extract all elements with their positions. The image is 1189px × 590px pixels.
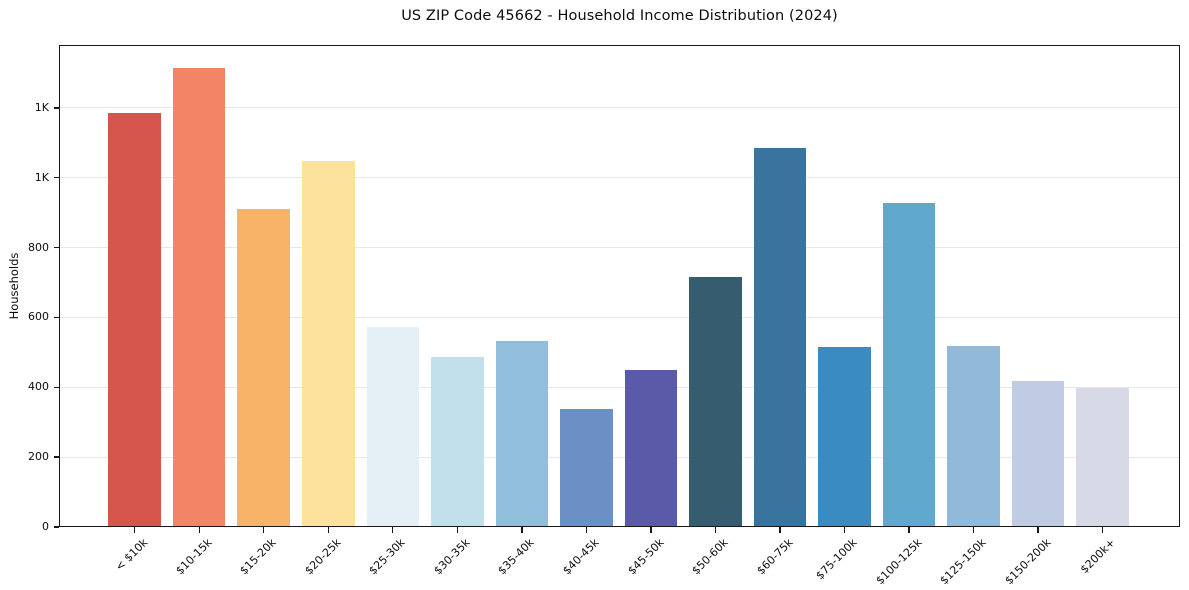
x-tick-mark — [650, 527, 652, 533]
x-tick-label: $60-75k — [753, 536, 796, 578]
x-tick-mark — [263, 527, 265, 533]
x-tick-label: $25-30k — [366, 536, 408, 578]
y-tick-label: 0 — [42, 520, 49, 533]
y-tick-label: 200 — [28, 450, 49, 464]
y-tick-mark — [54, 316, 59, 319]
x-tick-mark — [843, 527, 846, 533]
bar — [882, 203, 936, 527]
bar — [1076, 388, 1129, 527]
bar — [753, 147, 807, 527]
x-tick-mark — [714, 527, 717, 533]
y-tick-label: 400 — [28, 380, 49, 394]
x-tick-mark — [392, 527, 394, 533]
x-tick-label: $200k+ — [1077, 536, 1118, 577]
y-tick-mark — [54, 246, 59, 249]
y-tick-mark — [54, 526, 59, 528]
y-tick-label: 800 — [28, 240, 49, 254]
bar — [431, 356, 484, 527]
x-tick-label: $150-200k — [1002, 536, 1054, 588]
x-tick-mark — [779, 527, 781, 533]
bar — [560, 408, 613, 527]
x-tick-label: $30-35k — [431, 536, 473, 578]
x-tick-mark — [456, 527, 458, 533]
x-tick-label: $35-40k — [495, 536, 538, 578]
x-tick-mark — [198, 527, 200, 533]
y-tick-mark — [54, 107, 59, 109]
gridline — [59, 456, 1180, 458]
gridline — [59, 107, 1180, 109]
x-tick-mark — [521, 527, 523, 533]
x-tick-label: $40-45k — [560, 536, 602, 578]
gridline — [59, 386, 1180, 388]
x-tick-label: < $10k — [112, 536, 150, 574]
y-tick-mark — [54, 456, 59, 458]
x-tick-mark — [585, 527, 588, 533]
bar — [237, 209, 290, 527]
x-tick-mark — [908, 527, 910, 533]
x-tick-label: $10-15k — [173, 536, 215, 578]
bar — [624, 369, 678, 527]
x-tick-mark — [1101, 527, 1104, 533]
y-tick-label: 1K — [34, 100, 49, 114]
bar — [302, 161, 355, 527]
x-tick-label: $100-125k — [872, 536, 925, 588]
bar — [689, 277, 742, 527]
bar — [172, 67, 226, 527]
bar — [366, 327, 420, 527]
y-axis-label: Households — [7, 252, 21, 320]
x-tick-label: $50-60k — [689, 536, 731, 578]
y-tick-mark — [54, 386, 59, 388]
bar — [818, 347, 871, 527]
x-tick-mark — [972, 527, 975, 533]
x-tick-mark — [1037, 527, 1039, 533]
gridline — [59, 316, 1180, 318]
gridline — [59, 177, 1180, 179]
plot-area — [59, 45, 1180, 527]
gridline — [59, 247, 1180, 249]
x-tick-mark — [134, 527, 136, 533]
y-tick-label: 600 — [28, 310, 49, 324]
y-tick-label: 1K — [34, 170, 49, 184]
bar — [947, 346, 1000, 527]
bar — [1011, 381, 1065, 527]
x-tick-label: $45-50k — [624, 536, 667, 578]
x-tick-label: $125-150k — [937, 536, 989, 588]
bar — [495, 341, 549, 527]
x-tick-label: $15-20k — [237, 536, 279, 578]
x-tick-label: $75-100k — [813, 536, 860, 583]
y-tick-mark — [54, 177, 59, 179]
bar — [108, 113, 161, 527]
x-tick-label: $20-25k — [302, 536, 344, 578]
chart-title: US ZIP Code 45662 - Household Income Dis… — [401, 8, 838, 24]
x-tick-mark — [327, 527, 329, 533]
